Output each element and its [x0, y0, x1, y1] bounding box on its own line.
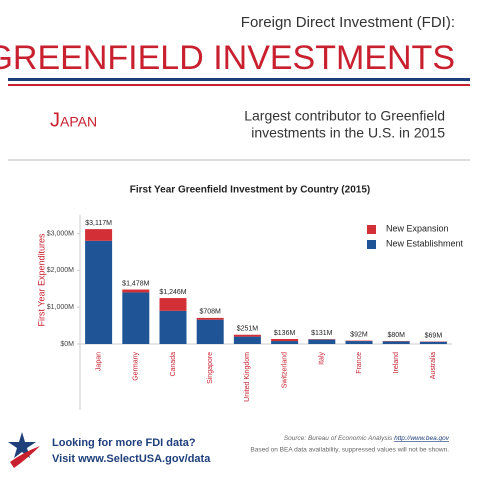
- total-label: $92M: [350, 331, 368, 338]
- note: Based on BEA data availability, suppress…: [250, 447, 449, 454]
- x-tick-label: France: [356, 352, 363, 374]
- y-tick-label: $2,000M: [47, 267, 74, 274]
- logo: [8, 432, 40, 468]
- y-tick-label: $3,000M: [47, 230, 74, 237]
- x-tick-label: Italy: [319, 352, 326, 365]
- bar-segment: [122, 289, 150, 293]
- bar-segment: [233, 336, 261, 344]
- bar-segment: [308, 339, 336, 344]
- x-tick-label: Japan: [95, 352, 102, 371]
- total-label: $1,246M: [159, 289, 186, 296]
- x-tick-label: Switzerland: [281, 352, 288, 388]
- x-tick-label: Australia: [430, 352, 437, 379]
- cta: Visit www.SelectUSA.gov/data: [52, 453, 211, 465]
- bar-segment: [122, 292, 150, 344]
- x-tick-label: Ireland: [393, 352, 400, 374]
- bar-segment: [233, 334, 261, 337]
- bar-segment: [159, 298, 187, 311]
- rule-red: [8, 84, 470, 86]
- country: Japan: [50, 109, 97, 131]
- source-text: Source: Bureau of Economic Analysis: [284, 435, 393, 442]
- y-tick-label: $0M: [60, 341, 74, 348]
- bar-segment: [271, 338, 299, 342]
- bar-segment: [85, 240, 113, 344]
- bar-segment: [382, 341, 410, 344]
- bar-segment: [271, 341, 299, 344]
- total-label: $251M: [237, 326, 259, 333]
- cta: Looking for more FDI data?: [52, 437, 196, 449]
- chart-title: First Year Greenfield Investment by Coun…: [130, 185, 370, 196]
- legend-swatch: [367, 225, 376, 234]
- bar-segment: [196, 317, 224, 320]
- y-axis-label: First Year Expenditures: [36, 233, 46, 327]
- bar-segment: [419, 341, 447, 344]
- x-tick-label: Canada: [170, 352, 177, 377]
- total-label: $3,117M: [85, 220, 112, 227]
- source-link[interactable]: http://www.bea.gov: [394, 435, 450, 442]
- legend-swatch: [367, 240, 376, 249]
- total-label: $131M: [311, 330, 333, 337]
- x-tick-label: Singapore: [207, 352, 214, 384]
- summary: investments in the U.S. in 2015: [251, 125, 445, 141]
- legend-label: New Establishment: [386, 238, 464, 248]
- bar-segment: [196, 319, 224, 344]
- headline: GREENFIELD INVESTMENTS: [0, 39, 455, 77]
- x-tick-label: Germany: [133, 352, 140, 381]
- total-label: $69M: [425, 332, 443, 339]
- bar-segment: [159, 310, 187, 344]
- source: Source: Bureau of Economic Analysis http…: [284, 435, 450, 442]
- total-label: $80M: [387, 332, 405, 339]
- bar-segment: [345, 341, 373, 344]
- summary: Largest contributor to Greenfield: [244, 108, 445, 124]
- legend-label: New Expansion: [386, 223, 449, 233]
- x-tick-label: United Kingdom: [244, 352, 251, 402]
- rule-blue: [8, 78, 470, 81]
- total-label: $136M: [274, 330, 296, 337]
- y-tick-label: $1,000M: [47, 304, 74, 311]
- plot: $0M $1,000M $2,000M $3,000M $3,117M Japan $1,4…: [47, 220, 464, 402]
- kicker: Foreign Direct Investment (FDI):: [241, 14, 455, 31]
- bar-segment: [85, 229, 113, 241]
- total-label: $708M: [199, 309, 221, 316]
- total-label: $1,478M: [122, 280, 149, 287]
